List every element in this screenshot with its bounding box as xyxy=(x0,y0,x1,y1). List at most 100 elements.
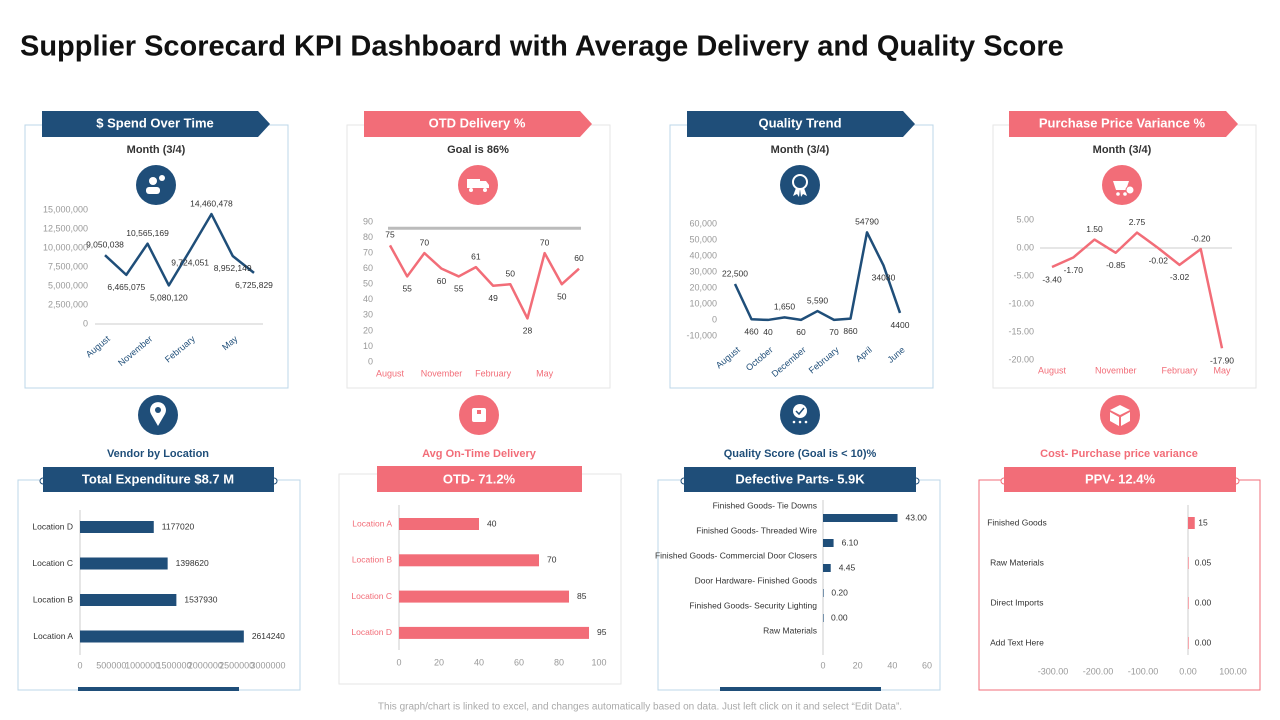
value-label: 75 xyxy=(385,230,395,240)
value-label: 9,724,051 xyxy=(171,257,209,267)
banner-text: OTD- 71.2% xyxy=(443,471,516,486)
value-label: 34080 xyxy=(872,273,896,283)
x-tick-label: November xyxy=(421,368,463,378)
value-label: 14,460,478 xyxy=(190,198,233,208)
x-tick-label: 40 xyxy=(474,657,484,667)
value-label: 60 xyxy=(437,276,447,286)
category-label: Finished Goods xyxy=(987,517,1047,527)
x-tick-label: 0 xyxy=(820,660,825,670)
x-tick-label: 1500000 xyxy=(156,660,191,670)
category-label: Location D xyxy=(32,521,73,531)
x-tick-label: August xyxy=(376,368,405,378)
y-tick-label: -10,000 xyxy=(686,330,717,340)
y-tick-label: -10.00 xyxy=(1008,298,1034,308)
value-label: 0.05 xyxy=(1195,557,1212,567)
x-tick-label: 2500000 xyxy=(219,660,254,670)
banner-text: OTD Delivery % xyxy=(429,115,526,130)
value-label: 40 xyxy=(487,518,497,528)
icon xyxy=(780,395,820,435)
y-tick-label: 0.00 xyxy=(1016,242,1034,252)
x-tick-label: -300.00 xyxy=(1038,666,1069,676)
x-tick-label: June xyxy=(885,345,906,365)
y-tick-label: 20,000 xyxy=(689,282,717,292)
value-label: -0.02 xyxy=(1149,255,1169,265)
icon xyxy=(136,165,176,205)
x-tick-label: 80 xyxy=(554,657,564,667)
x-tick-label: February xyxy=(1161,365,1198,375)
value-label: 28 xyxy=(523,326,533,336)
x-tick-label: 1000000 xyxy=(125,660,160,670)
x-tick-label: 100 xyxy=(591,657,606,667)
category-label: Location B xyxy=(33,594,73,604)
bar xyxy=(399,518,479,530)
bar xyxy=(80,557,168,570)
banner xyxy=(1004,467,1236,492)
y-tick-label: 0 xyxy=(712,314,717,324)
value-label: 70 xyxy=(547,555,557,565)
value-label: 8,952,149 xyxy=(214,263,252,273)
category-label: Direct Imports xyxy=(991,597,1044,607)
x-tick-label: October xyxy=(744,345,775,373)
value-label: 1537930 xyxy=(184,594,217,604)
value-label: -0.85 xyxy=(1106,260,1126,270)
x-tick-label: May xyxy=(1213,365,1231,375)
x-tick-label: 60 xyxy=(922,660,932,670)
panel xyxy=(978,479,1261,691)
value-label: 54790 xyxy=(855,217,879,227)
banner-text: Defective Parts- 5.9K xyxy=(735,471,865,486)
category-label: Location A xyxy=(352,518,392,528)
x-tick-label: August xyxy=(714,344,742,370)
value-label: 70 xyxy=(420,237,430,247)
banner xyxy=(687,111,915,137)
value-label: 0.20 xyxy=(831,587,848,597)
y-tick-label: -5.00 xyxy=(1013,270,1034,280)
value-label: -3.40 xyxy=(1042,274,1062,284)
category-label: Location D xyxy=(351,627,392,637)
y-tick-label: 60,000 xyxy=(689,218,717,228)
y-tick-label: 10,000 xyxy=(689,298,717,308)
x-tick-label: November xyxy=(116,334,154,368)
value-label: 4400 xyxy=(891,320,910,330)
bar xyxy=(399,554,539,567)
icon xyxy=(1100,395,1140,435)
banner-text: Quality Trend xyxy=(758,115,841,130)
value-label: 1.50 xyxy=(1086,224,1103,234)
y-tick-label: 12,500,000 xyxy=(43,223,88,233)
value-label: 1398620 xyxy=(176,558,209,568)
banner-text: Purchase Price Variance % xyxy=(1039,115,1206,130)
x-tick-label: -100.00 xyxy=(1128,666,1159,676)
x-tick-label: 0 xyxy=(396,657,401,667)
subtitle: Month (3/4) xyxy=(127,144,186,156)
banner xyxy=(364,111,592,137)
x-tick-label: 2000000 xyxy=(188,660,223,670)
x-tick-label: 500000 xyxy=(96,660,126,670)
value-label: 22,500 xyxy=(722,268,748,278)
panel xyxy=(338,473,622,685)
caption: Avg On-Time Delivery xyxy=(422,448,537,460)
subtitle: Month (3/4) xyxy=(771,144,830,156)
banner xyxy=(42,111,270,137)
category-label: Location A xyxy=(33,631,73,641)
caption: Vendor by Location xyxy=(107,448,209,460)
x-tick-label: 60 xyxy=(514,657,524,667)
subtitle: Month (3/4) xyxy=(1093,144,1152,156)
value-label: 6.10 xyxy=(842,537,859,547)
value-label: 43.00 xyxy=(906,512,928,522)
x-tick-label: February xyxy=(807,344,841,375)
caption: Quality Score (Goal is < 10)% xyxy=(724,448,877,460)
bar xyxy=(823,589,824,597)
value-label: 2614240 xyxy=(252,631,285,641)
banner-text: $ Spend Over Time xyxy=(96,115,214,130)
value-label: 0.00 xyxy=(1195,637,1212,647)
x-tick-label: May xyxy=(220,333,240,352)
panel xyxy=(17,479,301,691)
bar xyxy=(1188,557,1189,569)
value-label: 70 xyxy=(829,327,839,337)
category-label: Location B xyxy=(352,555,392,565)
x-tick-label: 40 xyxy=(887,660,897,670)
y-tick-label: 2,500,000 xyxy=(48,299,88,309)
value-label: 10,565,169 xyxy=(126,228,169,238)
value-label: 49 xyxy=(488,293,498,303)
banner xyxy=(1009,111,1238,137)
value-label: 60 xyxy=(574,253,584,263)
